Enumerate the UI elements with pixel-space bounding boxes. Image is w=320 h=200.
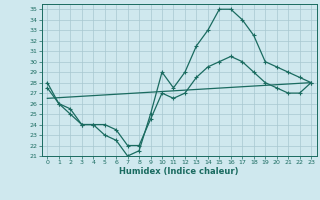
X-axis label: Humidex (Indice chaleur): Humidex (Indice chaleur)	[119, 167, 239, 176]
